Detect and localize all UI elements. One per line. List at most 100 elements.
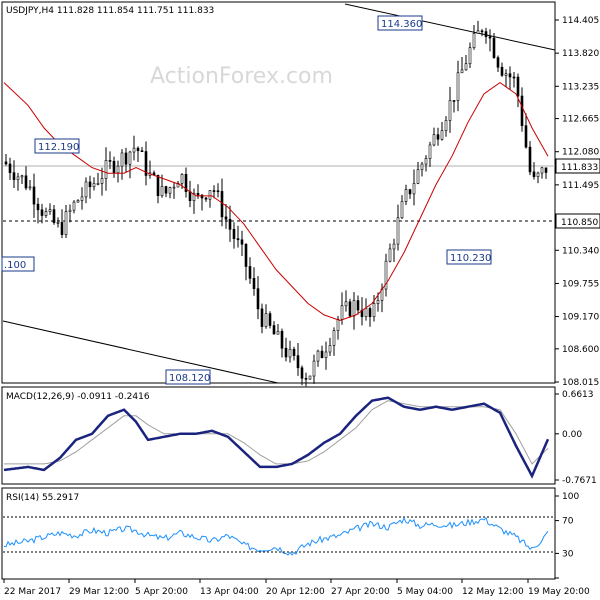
macd-y-tick-label: 0.6613	[562, 390, 594, 400]
candle-body	[32, 186, 36, 205]
rsi-y-tick-label: 30	[562, 549, 574, 559]
macd-y-axis: 0.6613 0.00 -0.7671	[555, 390, 597, 486]
last-price-box	[555, 158, 600, 174]
candle-body	[340, 305, 344, 320]
candle-body	[352, 300, 356, 317]
candle-body	[112, 160, 116, 174]
candle-body	[260, 308, 264, 327]
main-title: USDJPY,H4 111.828 111.854 111.751 111.83…	[6, 6, 214, 16]
candle-body	[396, 217, 400, 245]
candle-body	[12, 172, 16, 181]
candle-body	[328, 345, 332, 353]
candle-body	[172, 186, 176, 189]
candle-body	[404, 189, 408, 202]
candle-body	[304, 378, 308, 380]
annotation-110: 110.230	[450, 253, 491, 264]
candle-body	[356, 300, 360, 311]
candle-body	[232, 229, 236, 239]
x-tick-label: 19 May 20:00	[528, 587, 590, 597]
macd-title: MACD(12,26,9) -0.0911 -0.2416	[6, 392, 150, 402]
macd-line	[3, 396, 550, 479]
candle-body	[504, 73, 508, 76]
candle-body	[84, 181, 88, 198]
annotation-box-low	[165, 369, 211, 385]
x-tick-label: 12 May 12:00	[462, 587, 524, 597]
rsi-y-tick-label: 100	[562, 492, 579, 502]
candle-body	[216, 190, 220, 193]
main-panel	[1, 1, 556, 384]
candle-body	[156, 174, 160, 196]
candle-body	[292, 348, 296, 356]
candle-body	[212, 190, 216, 192]
macd-y-tick-label: -0.7671	[562, 476, 597, 486]
candle-body	[100, 178, 104, 184]
candle-body	[224, 216, 228, 220]
annotation-high: 114.360	[381, 19, 422, 30]
candle-body	[64, 211, 68, 235]
candle-body	[176, 182, 180, 188]
candle-body	[68, 209, 72, 212]
last-price-label: 111.833	[561, 163, 598, 173]
candle-body	[456, 72, 460, 101]
candle-body	[184, 174, 188, 192]
candle-body	[492, 37, 496, 58]
candle-body	[4, 161, 8, 165]
candle-body	[300, 367, 304, 379]
candle-body	[96, 183, 100, 185]
candle-body	[480, 30, 484, 33]
candle-body	[256, 288, 260, 310]
main-y-tick-label: 110.340	[562, 246, 599, 256]
candle-body	[188, 191, 192, 201]
candle-body	[428, 144, 432, 159]
sma-line	[3, 81, 549, 322]
candle-body	[464, 63, 468, 71]
candle-body	[536, 172, 540, 177]
rsi-y-tick-label: 70	[562, 517, 574, 527]
candle-body	[500, 66, 504, 76]
candle-body	[512, 76, 516, 79]
candle-body	[544, 167, 548, 173]
candle-body	[528, 146, 532, 173]
candle-body	[532, 171, 536, 177]
candle-body	[272, 325, 276, 335]
candle-body	[36, 203, 40, 211]
candle-body	[136, 147, 140, 152]
macd-panel	[1, 386, 556, 485]
main-y-tick-label: 114.405	[562, 16, 599, 26]
candle-body	[236, 238, 240, 241]
candle-body	[376, 300, 380, 304]
x-tick-label: 13 Apr 04:00	[200, 587, 259, 597]
x-tick-label: 20 Apr 12:00	[266, 587, 325, 597]
candle-body	[40, 209, 44, 216]
candle-body	[540, 167, 544, 174]
candle-body	[180, 174, 184, 184]
candle-body	[192, 192, 196, 201]
candle-body	[312, 360, 316, 377]
candle-body	[440, 130, 444, 140]
main-y-tick-label: 111.495	[562, 181, 599, 191]
candle-body	[24, 175, 28, 189]
x-axis: 22 Mar 2017 29 Mar 12:00 5 Apr 20:00 13 Apr…	[3, 579, 590, 597]
channel-lower-line	[2, 320, 279, 384]
candle-body	[296, 355, 300, 369]
candle-body	[208, 190, 212, 200]
main-y-tick-label: 108.015	[562, 378, 599, 388]
candle-body	[488, 36, 492, 39]
candle-body	[344, 301, 348, 307]
candle-body	[308, 375, 312, 380]
candle-body	[444, 120, 448, 131]
candle-body	[88, 181, 92, 188]
candle-body	[348, 301, 352, 317]
candle-body	[412, 183, 416, 195]
annotation-low: 108.120	[169, 373, 210, 384]
candle-body	[460, 69, 464, 74]
candle-body	[252, 278, 256, 289]
candle-body	[284, 347, 288, 358]
candle-body	[436, 134, 440, 140]
candle-body	[228, 218, 232, 230]
rsi-panel	[1, 487, 556, 580]
candle-body	[8, 163, 12, 173]
annotation-left: .100	[4, 260, 26, 271]
main-y-tick-label: 109.755	[562, 279, 599, 289]
